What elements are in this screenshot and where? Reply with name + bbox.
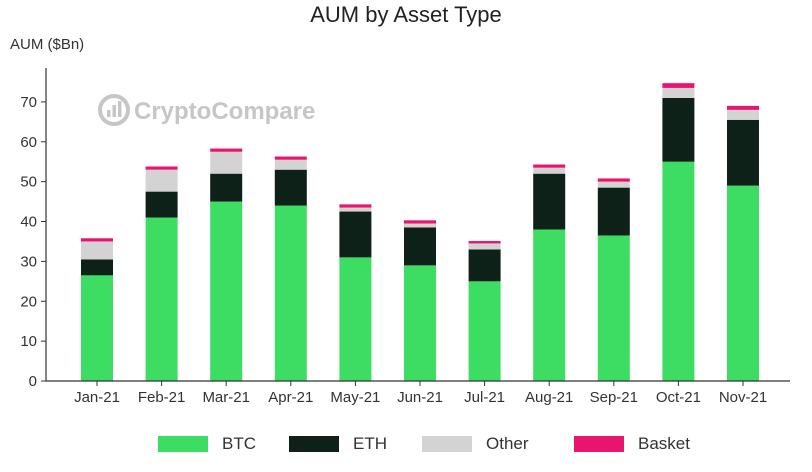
y-axis-label: AUM ($Bn) bbox=[10, 36, 85, 53]
legend-swatch bbox=[574, 436, 624, 452]
x-tick-label: Jan-21 bbox=[74, 389, 120, 406]
watermark-logo-bar bbox=[112, 105, 116, 117]
bar-other-may-21 bbox=[339, 207, 372, 212]
watermark-text: CryptoCompare bbox=[134, 98, 315, 125]
legend-item-btc: BTC bbox=[158, 431, 256, 457]
bar-btc-jan-21 bbox=[81, 275, 113, 381]
bar-other-aug-21 bbox=[533, 167, 566, 174]
legend-label: Basket bbox=[638, 434, 690, 453]
bar-eth-aug-21 bbox=[533, 173, 566, 230]
bar-basket-aug-21 bbox=[533, 164, 566, 168]
bar-btc-nov-21 bbox=[727, 185, 759, 381]
legend-item-basket: Basket bbox=[574, 431, 690, 457]
bar-other-sep-21 bbox=[597, 181, 630, 188]
legend-label: Other bbox=[486, 434, 529, 453]
bar-eth-mar-21 bbox=[210, 173, 243, 202]
legend-label: ETH bbox=[353, 434, 387, 453]
x-tick-label: Feb-21 bbox=[138, 389, 186, 406]
bar-basket-jun-21 bbox=[404, 220, 436, 224]
bar-eth-nov-21 bbox=[727, 119, 759, 186]
legend-item-eth: ETH bbox=[289, 431, 387, 457]
y-tick-label: 10 bbox=[20, 333, 37, 350]
stacked-bar-chart: CryptoCompare 0 10 20 30 40 50 60 70 Jan-21 Feb-2… bbox=[20, 68, 790, 406]
bar-btc-oct-21 bbox=[662, 161, 695, 381]
y-tick-label: 70 bbox=[20, 94, 37, 111]
y-tick-label: 40 bbox=[20, 214, 37, 231]
y-tick-label: 50 bbox=[20, 174, 37, 191]
bar-btc-aug-21 bbox=[533, 229, 566, 381]
bar-btc-feb-21 bbox=[145, 217, 178, 381]
watermark-logo-bar bbox=[107, 110, 111, 117]
bar-other-oct-21 bbox=[662, 87, 695, 98]
x-tick-label: May-21 bbox=[330, 389, 380, 406]
bar-basket-sep-21 bbox=[597, 178, 630, 182]
bar-other-jul-21 bbox=[468, 243, 501, 250]
bar-other-nov-21 bbox=[727, 109, 759, 120]
cryptocompare-watermark: CryptoCompare bbox=[98, 94, 315, 126]
y-tick-label: 60 bbox=[20, 134, 37, 151]
bar-other-feb-21 bbox=[145, 169, 178, 192]
legend-swatch bbox=[422, 436, 472, 452]
bar-other-apr-21 bbox=[274, 159, 307, 170]
bar-eth-jun-21 bbox=[404, 227, 436, 266]
bar-btc-sep-21 bbox=[597, 235, 630, 381]
bar-basket-jul-21 bbox=[468, 241, 501, 244]
bar-other-jun-21 bbox=[404, 223, 436, 228]
x-tick-label: Aug-21 bbox=[525, 389, 573, 406]
x-tick-label: Apr-21 bbox=[268, 389, 313, 406]
y-tick-label: 30 bbox=[20, 253, 37, 270]
bar-btc-jul-21 bbox=[468, 281, 501, 381]
x-tick-label: Jul-21 bbox=[464, 389, 505, 406]
chart-legend: BTC ETH Other Basket bbox=[0, 431, 812, 457]
bar-basket-feb-21 bbox=[145, 166, 178, 170]
legend-swatch bbox=[158, 436, 208, 452]
bar-other-mar-21 bbox=[210, 151, 243, 174]
x-tick-label: Mar-21 bbox=[202, 389, 250, 406]
bar-btc-jun-21 bbox=[404, 265, 436, 381]
bar-basket-jan-21 bbox=[81, 238, 113, 242]
bar-eth-feb-21 bbox=[145, 191, 178, 218]
legend-label: BTC bbox=[222, 434, 256, 453]
bar-basket-nov-21 bbox=[727, 105, 759, 110]
bar-basket-may-21 bbox=[339, 204, 372, 208]
bar-eth-may-21 bbox=[339, 211, 372, 258]
bar-basket-apr-21 bbox=[274, 156, 307, 160]
legend-swatch bbox=[289, 436, 339, 452]
bar-btc-apr-21 bbox=[274, 205, 307, 381]
bar-eth-jan-21 bbox=[81, 259, 113, 276]
chart-title: AUM by Asset Type bbox=[310, 2, 502, 27]
y-tick-label: 20 bbox=[20, 293, 37, 310]
bar-other-jan-21 bbox=[81, 241, 113, 260]
watermark-logo-icon bbox=[98, 94, 130, 126]
x-tick-label: Sep-21 bbox=[590, 389, 638, 406]
bar-eth-sep-21 bbox=[597, 187, 630, 236]
x-tick-label: Nov-21 bbox=[719, 389, 767, 406]
x-tick-label: Oct-21 bbox=[656, 389, 701, 406]
bar-eth-apr-21 bbox=[274, 169, 307, 206]
bar-eth-jul-21 bbox=[468, 249, 501, 282]
bar-basket-mar-21 bbox=[210, 148, 243, 152]
bar-eth-oct-21 bbox=[662, 97, 695, 162]
legend-item-other: Other bbox=[422, 431, 529, 457]
y-tick-label: 0 bbox=[29, 373, 37, 390]
x-tick-label: Jun-21 bbox=[397, 389, 443, 406]
watermark-logo-bar bbox=[118, 101, 122, 117]
bar-basket-oct-21 bbox=[662, 83, 695, 88]
bar-btc-mar-21 bbox=[210, 201, 243, 381]
bar-btc-may-21 bbox=[339, 257, 372, 381]
